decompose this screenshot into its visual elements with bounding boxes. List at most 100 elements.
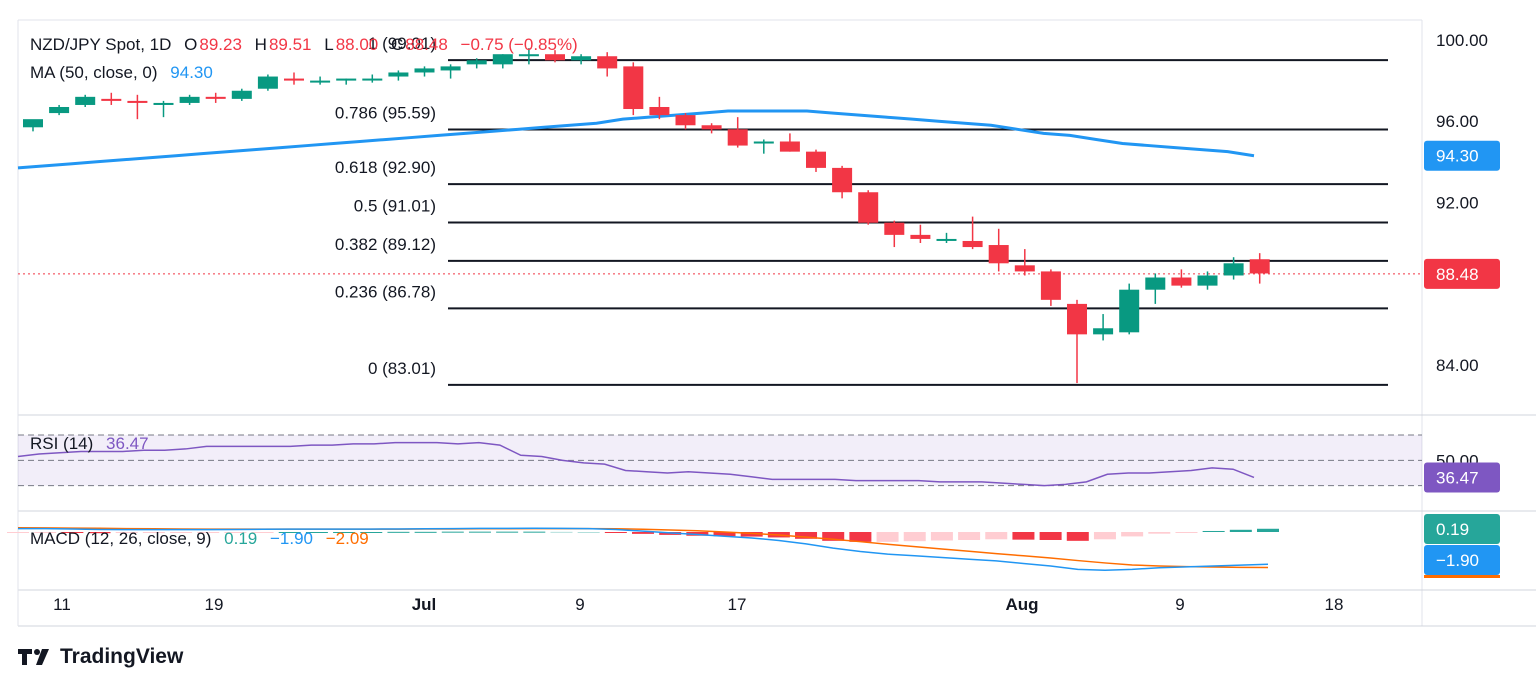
candle — [806, 149, 826, 172]
candle-body — [910, 234, 931, 239]
macd-histogram-bar — [1121, 532, 1144, 537]
candle-body — [675, 115, 696, 126]
time-axis-tick: 9 — [575, 595, 584, 614]
candle — [1093, 314, 1114, 341]
candle-body — [1171, 277, 1192, 286]
ma-legend: MA (50, close, 0) 94.30 — [30, 63, 215, 83]
candle-body — [23, 119, 43, 128]
candle-body — [1093, 328, 1114, 335]
open-value: 89.23 — [199, 35, 242, 54]
candle — [257, 74, 278, 91]
candle — [101, 92, 122, 105]
low-label: L — [324, 35, 334, 54]
candle-body — [336, 78, 357, 81]
macd-histogram-bar — [632, 532, 654, 534]
candle-body — [1249, 259, 1270, 274]
macd-histogram-bar — [468, 531, 491, 533]
candle-body — [466, 60, 487, 65]
candle-body — [362, 78, 383, 81]
macd-histogram-bar — [333, 532, 356, 533]
price-tags: 94.30 88.48 36.47 0.19 −1.90 — [1424, 140, 1500, 578]
ma-value: 94.30 — [170, 63, 213, 82]
candle — [440, 64, 461, 79]
candle — [858, 190, 879, 225]
time-axis-tick: 9 — [1175, 595, 1184, 614]
candle — [571, 54, 592, 65]
candle — [753, 139, 774, 154]
macd-histogram-bar — [1229, 529, 1252, 532]
fib-label: 0.382 (89.12) — [335, 235, 436, 254]
candle — [127, 94, 148, 120]
macd-histogram-bar — [577, 532, 600, 533]
macd-histogram-bar — [1148, 532, 1171, 534]
macd-line-tag-text: −1.90 — [1436, 551, 1479, 570]
candle — [414, 66, 435, 77]
macd-histogram-bar — [985, 532, 1008, 540]
macd-legend: MACD (12, 26, close, 9) 0.19 −1.90 −2.09 — [30, 529, 371, 549]
rsi-label[interactable]: RSI (14) — [30, 434, 94, 453]
candle-body — [727, 129, 748, 146]
candle-body — [1014, 265, 1035, 272]
candle — [545, 50, 565, 63]
candle-body — [127, 100, 148, 103]
candle — [205, 92, 226, 103]
macd-histogram-bar — [496, 531, 519, 533]
symbol-title[interactable]: NZD/JPY Spot, 1D — [30, 35, 172, 54]
candle — [884, 220, 905, 248]
close-label: C — [390, 35, 404, 54]
ma-line — [17, 109, 1255, 170]
macd-histogram-bar — [1093, 532, 1116, 540]
candle-body — [1040, 271, 1061, 300]
high-label: H — [254, 35, 267, 54]
candle — [649, 96, 670, 120]
candle — [910, 224, 931, 243]
time-axis-tick: Aug — [1005, 595, 1038, 614]
macd-signal-value: −2.09 — [325, 529, 369, 548]
close-value: 88.48 — [405, 35, 448, 54]
macd-pane — [7, 527, 1279, 572]
macd-hist-tag: 0.19 — [1424, 514, 1500, 544]
candle — [49, 104, 70, 116]
fib-label: 0.786 (95.59) — [335, 104, 436, 123]
candle-body — [701, 125, 722, 130]
ma-label[interactable]: MA (50, close, 0) — [30, 63, 158, 82]
rsi-value-tag: 36.47 — [1424, 462, 1500, 493]
rsi-line — [17, 441, 1255, 487]
candle-body — [49, 106, 70, 114]
macd-histogram-bar — [1257, 528, 1279, 532]
candle — [936, 232, 957, 243]
candle-body — [1197, 275, 1218, 286]
brand-name: TradingView — [60, 645, 184, 668]
macd-histogram-bar — [224, 532, 247, 533]
candle-body — [988, 245, 1009, 264]
price-axis-tick: 100.00 — [1436, 31, 1488, 50]
macd-histogram-bar — [278, 532, 301, 533]
candle — [1223, 257, 1244, 280]
macd-histogram-bar — [713, 532, 736, 537]
macd-histogram-bar — [61, 532, 84, 533]
rsi-legend: RSI (14) 36.47 — [30, 434, 151, 454]
candle — [362, 74, 383, 83]
macd-line-tag: −1.90 — [1424, 545, 1500, 575]
time-axis[interactable]: 11 19 Jul 9 17 Aug 9 18 — [53, 595, 1343, 614]
fib-label: 0 (83.01) — [368, 359, 436, 378]
tradingview-brand[interactable]: TradingView — [18, 645, 183, 669]
candle-body — [1067, 303, 1087, 335]
macd-histogram-bar — [795, 532, 818, 539]
macd-histogram-bar — [849, 532, 872, 542]
last-price-tag-text: 88.48 — [1436, 265, 1479, 284]
candle-body — [884, 222, 905, 235]
time-axis-tick: Jul — [412, 595, 437, 614]
macd-hist-tag-text: 0.19 — [1436, 520, 1469, 539]
fibonacci-levels: 1 (99.01) 0.786 (95.59) 0.618 (92.90) 0.5 (… — [335, 34, 1388, 386]
macd-histogram-bar — [930, 532, 953, 541]
rsi-pane — [17, 434, 1422, 487]
macd-signal-tag — [1424, 575, 1500, 578]
candle-body — [518, 54, 539, 57]
ma-50-line — [17, 109, 1255, 170]
macd-label[interactable]: MACD (12, 26, close, 9) — [30, 529, 212, 548]
candle — [231, 88, 252, 101]
